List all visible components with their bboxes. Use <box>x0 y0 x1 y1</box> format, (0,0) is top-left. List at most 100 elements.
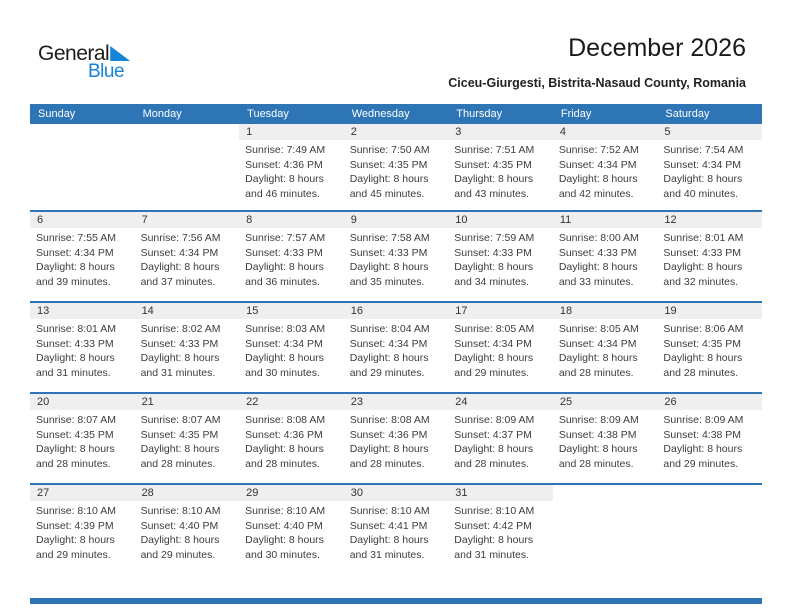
sun-info: Sunrise: 8:07 AM Sunset: 4:35 PM Daylight:… <box>135 410 240 471</box>
date-number: 7 <box>134 212 240 228</box>
sunset-line: Sunset: 4:33 PM <box>245 246 323 259</box>
weekday-label-tuesday: Tuesday <box>247 108 289 120</box>
sunset-line: Sunset: 4:40 PM <box>245 519 323 532</box>
date-number: 16 <box>343 303 449 319</box>
day-cell-5: 5 Sunrise: 7:54 AM Sunset: 4:34 PM Daylight… <box>657 124 762 210</box>
sunrise-line: Sunrise: 7:57 AM <box>245 232 326 244</box>
date-number: 20 <box>30 394 135 410</box>
month-title: December 2026 <box>568 34 746 62</box>
sun-info: Sunrise: 8:03 AM Sunset: 4:34 PM Daylight:… <box>239 319 344 380</box>
daylight-line: Daylight: 8 hours and 28 minutes. <box>558 443 638 470</box>
daylight-line: Daylight: 8 hours and 40 minutes. <box>663 173 743 200</box>
sun-info: Sunrise: 8:04 AM Sunset: 4:34 PM Daylight:… <box>344 319 449 380</box>
daylight-line: Daylight: 8 hours and 34 minutes. <box>454 261 534 288</box>
daylight-line: Daylight: 8 hours and 28 minutes. <box>36 443 115 470</box>
daylight-line: Daylight: 8 hours and 30 minutes. <box>245 352 324 379</box>
sun-info: Sunrise: 8:06 AM Sunset: 4:35 PM Daylight:… <box>657 319 762 380</box>
sun-info: Sunrise: 7:57 AM Sunset: 4:33 PM Daylight:… <box>239 228 344 289</box>
sunrise-line: Sunrise: 8:09 AM <box>663 414 744 426</box>
sun-info: Sunrise: 8:09 AM Sunset: 4:38 PM Daylight:… <box>657 410 762 471</box>
day-cell-14: 14 Sunrise: 8:02 AM Sunset: 4:33 PM Dayligh… <box>134 303 240 392</box>
weekday-header-row: Sunday Monday Tuesday Wednesday Thursday Frid… <box>30 104 762 124</box>
day-cell-16: 16 Sunrise: 8:04 AM Sunset: 4:34 PM Dayligh… <box>343 303 449 392</box>
day-cell-11: 11 Sunrise: 8:00 AM Sunset: 4:33 PM Dayligh… <box>552 212 658 301</box>
sunset-line: Sunset: 4:34 PM <box>663 158 742 171</box>
sunset-line: Sunset: 4:33 PM <box>36 337 114 350</box>
sunrise-line: Sunrise: 7:56 AM <box>140 232 221 244</box>
sunrise-line: Sunrise: 7:51 AM <box>454 144 535 156</box>
sun-info: Sunrise: 8:01 AM Sunset: 4:33 PM Daylight:… <box>30 319 135 380</box>
date-number: 13 <box>30 303 135 319</box>
sunrise-line: Sunrise: 8:08 AM <box>245 414 326 426</box>
sun-info: Sunrise: 7:54 AM Sunset: 4:34 PM Daylight:… <box>657 140 762 201</box>
weekday-label-monday: Monday <box>142 108 182 120</box>
daylight-line: Daylight: 8 hours and 29 minutes. <box>140 534 220 561</box>
sunset-line: Sunset: 4:34 PM <box>140 246 219 259</box>
sun-info: Sunrise: 8:10 AM Sunset: 4:42 PM Daylight:… <box>448 501 553 562</box>
sunrise-line: Sunrise: 8:10 AM <box>454 505 535 517</box>
day-cell-8: 8 Sunrise: 7:57 AM Sunset: 4:33 PM Daylight… <box>239 212 344 301</box>
sunset-line: Sunset: 4:35 PM <box>36 428 114 441</box>
header-titles: December 2026 Ciceu-Giurgesti, Bistrita-… <box>186 33 746 90</box>
date-number: 29 <box>239 485 344 501</box>
empty-day-cell <box>552 485 658 574</box>
sun-info: Sunrise: 8:07 AM Sunset: 4:35 PM Daylight:… <box>30 410 135 471</box>
day-cell-24: 24 Sunrise: 8:09 AM Sunset: 4:37 PM Dayligh… <box>448 394 553 483</box>
week-row: 1 Sunrise: 7:49 AM Sunset: 4:36 PM Daylight… <box>30 124 762 210</box>
daylight-line: Daylight: 8 hours and 28 minutes. <box>663 352 743 379</box>
sun-info: Sunrise: 7:49 AM Sunset: 4:36 PM Daylight:… <box>239 140 344 201</box>
weekday-label-thursday: Thursday <box>456 108 503 120</box>
week-row: 6 Sunrise: 7:55 AM Sunset: 4:34 PM Daylight… <box>30 210 762 301</box>
logo-top-row: General <box>38 43 131 64</box>
date-number: 9 <box>343 212 449 228</box>
day-cell-17: 17 Sunrise: 8:05 AM Sunset: 4:34 PM Dayligh… <box>448 303 553 392</box>
sunset-line: Sunset: 4:33 PM <box>454 246 532 259</box>
logo-triangle-icon <box>110 46 131 61</box>
day-cell-9: 9 Sunrise: 7:58 AM Sunset: 4:33 PM Daylight… <box>343 212 449 301</box>
sun-info: Sunrise: 8:10 AM Sunset: 4:41 PM Daylight:… <box>344 501 449 562</box>
sun-info: Sunrise: 7:55 AM Sunset: 4:34 PM Daylight:… <box>30 228 135 289</box>
sunset-line: Sunset: 4:36 PM <box>349 428 428 441</box>
daylight-line: Daylight: 8 hours and 29 minutes. <box>663 443 743 470</box>
sunrise-line: Sunrise: 7:52 AM <box>558 144 639 156</box>
daylight-line: Daylight: 8 hours and 35 minutes. <box>349 261 429 288</box>
sunrise-line: Sunrise: 8:10 AM <box>36 505 116 517</box>
sunset-line: Sunset: 4:34 PM <box>558 158 637 171</box>
sunrise-line: Sunrise: 8:09 AM <box>558 414 639 426</box>
date-number: 6 <box>30 212 135 228</box>
sunrise-line: Sunrise: 8:10 AM <box>140 505 221 517</box>
sun-info: Sunrise: 7:56 AM Sunset: 4:34 PM Daylight:… <box>135 228 240 289</box>
date-number: 10 <box>448 212 553 228</box>
day-cell-1: 1 Sunrise: 7:49 AM Sunset: 4:36 PM Daylight… <box>239 124 344 210</box>
sunset-line: Sunset: 4:35 PM <box>454 158 532 171</box>
daylight-line: Daylight: 8 hours and 43 minutes. <box>454 173 534 200</box>
sunrise-line: Sunrise: 8:07 AM <box>140 414 221 426</box>
date-number: 1 <box>239 124 344 140</box>
calendar-grid: Sunday Monday Tuesday Wednesday Thursday Frid… <box>30 104 762 574</box>
sunset-line: Sunset: 4:35 PM <box>349 158 428 171</box>
date-number: 24 <box>448 394 553 410</box>
daylight-line: Daylight: 8 hours and 46 minutes. <box>245 173 324 200</box>
day-cell-15: 15 Sunrise: 8:03 AM Sunset: 4:34 PM Dayligh… <box>239 303 344 392</box>
date-number: 3 <box>448 124 553 140</box>
sun-info: Sunrise: 7:50 AM Sunset: 4:35 PM Daylight:… <box>344 140 449 201</box>
sunset-line: Sunset: 4:35 PM <box>663 337 742 350</box>
daylight-line: Daylight: 8 hours and 28 minutes. <box>349 443 429 470</box>
sunset-line: Sunset: 4:40 PM <box>140 519 219 532</box>
sunrise-line: Sunrise: 8:05 AM <box>558 323 639 335</box>
sunrise-line: Sunrise: 7:50 AM <box>349 144 430 156</box>
day-cell-28: 28 Sunrise: 8:10 AM Sunset: 4:40 PM Dayligh… <box>134 485 240 574</box>
logo-text-blue: Blue <box>88 61 125 82</box>
sun-info: Sunrise: 8:08 AM Sunset: 4:36 PM Daylight:… <box>239 410 344 471</box>
sun-info: Sunrise: 8:09 AM Sunset: 4:38 PM Daylight:… <box>553 410 658 471</box>
sunrise-line: Sunrise: 8:07 AM <box>36 414 116 426</box>
day-cell-29: 29 Sunrise: 8:10 AM Sunset: 4:40 PM Dayligh… <box>239 485 344 574</box>
daylight-line: Daylight: 8 hours and 29 minutes. <box>454 352 534 379</box>
daylight-line: Daylight: 8 hours and 28 minutes. <box>558 352 638 379</box>
sunset-line: Sunset: 4:33 PM <box>663 246 742 259</box>
empty-day-cell <box>134 124 240 210</box>
sunset-line: Sunset: 4:37 PM <box>454 428 532 441</box>
sunset-line: Sunset: 4:41 PM <box>349 519 428 532</box>
sunrise-line: Sunrise: 8:01 AM <box>663 232 744 244</box>
sunset-line: Sunset: 4:39 PM <box>36 519 114 532</box>
